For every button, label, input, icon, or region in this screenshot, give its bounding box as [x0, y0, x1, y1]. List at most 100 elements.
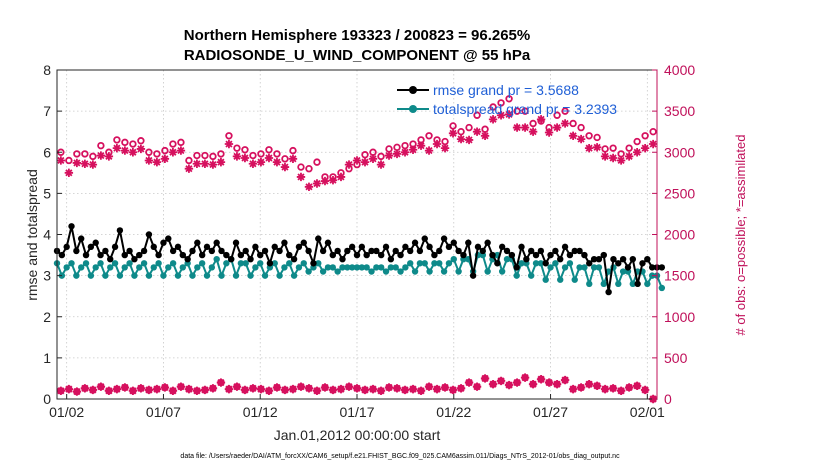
obs-low-assimilated-marker — [432, 384, 442, 394]
obs-possible-marker — [281, 155, 289, 163]
rmse-point — [624, 264, 632, 271]
rmse-point — [450, 239, 457, 246]
legend-spread-label: totalspread grand pr = 3.2393 — [433, 101, 617, 117]
spread-point — [658, 284, 666, 292]
rmse-point — [315, 235, 322, 242]
obs-assimilated-marker — [416, 141, 426, 150]
obs-low-assimilated-marker — [320, 383, 330, 392]
obs-assimilated-marker — [648, 139, 658, 149]
rmse-point — [252, 243, 259, 251]
spread-point — [319, 268, 327, 275]
spread-point — [286, 260, 293, 267]
spread-point — [155, 260, 162, 267]
spread-point — [571, 276, 578, 283]
obs-low-assimilated-marker — [200, 385, 210, 395]
obs-low-assimilated-marker — [368, 384, 378, 394]
rmse-point — [658, 264, 666, 271]
y-left-tick-label: 8 — [43, 62, 51, 78]
rmse-point — [586, 260, 593, 267]
obs-low-assimilated-marker — [352, 384, 362, 393]
spread-point — [392, 264, 399, 271]
obs-low-assimilated-marker — [336, 384, 346, 394]
obs-assimilated-marker — [192, 159, 202, 168]
obs-low-assimilated-marker — [136, 384, 146, 393]
obs-low-assimilated-marker — [584, 379, 594, 389]
spread-point — [440, 268, 448, 275]
rmse-point — [82, 251, 90, 259]
rmse-point — [116, 227, 124, 234]
rmse-point — [590, 255, 598, 263]
obs-low-assimilated-marker — [80, 384, 90, 393]
y-left-tick-label: 7 — [43, 103, 51, 119]
spread-point — [281, 264, 288, 271]
obs-low-assimilated-marker — [384, 383, 394, 392]
obs-low-assimilated-marker — [600, 384, 610, 394]
obs-low-assimilated-marker — [184, 384, 194, 394]
rmse-point — [276, 247, 283, 255]
rmse-point — [469, 272, 477, 279]
obs-assimilated-marker — [376, 160, 386, 169]
rmse-point — [353, 251, 361, 259]
rmse-point — [73, 247, 80, 255]
spread-point — [169, 260, 177, 267]
legend-rmse-marker — [409, 86, 417, 94]
data-file-footnote: data file: /Users/raeder/DAI/ATM_forcXX/… — [180, 453, 620, 460]
y-right-tick-label: 0 — [664, 391, 672, 407]
y-right-tick-label: 500 — [664, 350, 688, 366]
y-left-tick-label: 4 — [43, 227, 51, 243]
rmse-point — [189, 247, 196, 255]
obs-possible-marker — [153, 150, 161, 158]
rmse-point — [518, 243, 525, 251]
rmse-point — [489, 251, 496, 259]
obs-possible-marker — [137, 137, 145, 145]
spread-point — [484, 268, 491, 275]
obs-low-assimilated-marker — [264, 386, 274, 395]
rmse-point — [523, 255, 530, 263]
obs-low-assimilated-marker — [248, 384, 258, 393]
obs-low-assimilated-marker — [568, 384, 578, 394]
x-tick-label: 01/02 — [49, 404, 84, 420]
obs-possible-marker — [561, 107, 569, 115]
obs-possible-marker — [521, 107, 529, 115]
obs-assimilated-marker — [640, 143, 650, 153]
spread-point — [576, 264, 583, 271]
obs-possible-marker — [569, 119, 577, 128]
spread-point — [513, 272, 520, 279]
spread-point — [450, 255, 457, 263]
rmse-point — [605, 288, 612, 296]
obs-assimilated-marker — [104, 152, 114, 161]
spread-point — [552, 260, 559, 267]
x-tick-label: 01/07 — [146, 404, 181, 420]
x-tick-label: 01/22 — [436, 404, 471, 420]
y-left-tick-label: 5 — [43, 185, 51, 201]
obs-low-assimilated-marker — [440, 383, 450, 392]
x-tick-label: 01/17 — [339, 404, 374, 420]
obs-low-assimilated-marker — [216, 378, 226, 387]
obs-assimilated-marker — [584, 143, 594, 153]
rmse-point — [194, 239, 201, 246]
rmse-point — [474, 243, 482, 251]
legend: rmse grand pr = 3.5688 totalspread grand… — [397, 82, 617, 117]
obs-assimilated-marker — [312, 179, 322, 188]
obs-assimilated-marker — [432, 139, 442, 149]
spread-point — [136, 264, 143, 271]
y-axis-left-label: rmse and totalspread — [24, 169, 40, 301]
obs-possible-marker — [449, 122, 457, 130]
obs-assimilated-marker — [144, 156, 154, 165]
rmse-point — [402, 243, 409, 251]
spread-point — [615, 280, 622, 288]
obs-assimilated-marker — [392, 149, 402, 159]
rmse-point — [629, 255, 637, 263]
obs-possible-marker — [505, 95, 513, 103]
rmse-point — [160, 239, 167, 246]
rmse-point — [174, 243, 182, 251]
spread-point — [373, 264, 380, 271]
obs-low-assimilated-marker — [256, 384, 266, 394]
spread-point — [407, 260, 414, 267]
obs-assimilated-marker — [552, 123, 562, 132]
obs-possible-marker — [209, 152, 217, 161]
obs-assimilated-marker — [464, 135, 474, 145]
spread-point — [344, 264, 351, 271]
y-left-tick-label: 1 — [43, 350, 51, 366]
